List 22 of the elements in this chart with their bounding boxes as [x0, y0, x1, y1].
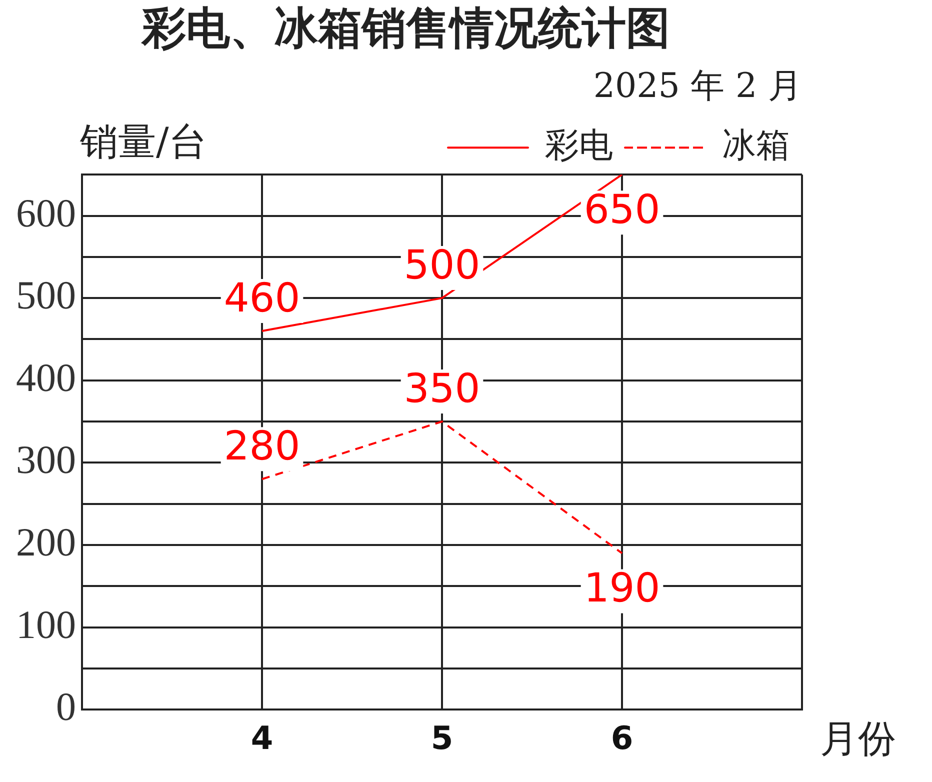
y-tick-label: 100: [16, 602, 76, 647]
y-tick-label: 500: [16, 272, 76, 318]
data-label: 190: [584, 566, 660, 612]
y-tick-label: 200: [16, 519, 76, 564]
y-tick-label: 0: [56, 684, 76, 730]
legend-label: 冰箱: [722, 125, 790, 166]
legend-label: 彩电: [545, 125, 613, 166]
data-label: 350: [404, 366, 480, 412]
y-axis-title: 销量/台: [79, 120, 207, 164]
data-label: 460: [224, 275, 300, 322]
chart-subtitle: 2025 年 2 月: [593, 66, 802, 106]
y-tick-label: 300: [16, 437, 76, 482]
data-label: 280: [224, 424, 300, 470]
x-tick-label: 5: [430, 719, 454, 758]
y-tick-label: 400: [16, 354, 76, 400]
chart-title: 彩电、冰箱销售情况统计图: [140, 2, 670, 54]
y-tick-label: 600: [16, 190, 76, 236]
x-tick-label: 6: [610, 719, 634, 758]
data-label: 650: [584, 186, 660, 233]
x-tick-label: 4: [250, 719, 274, 758]
x-axis-title: 月份: [820, 716, 896, 761]
data-label: 500: [404, 242, 480, 288]
